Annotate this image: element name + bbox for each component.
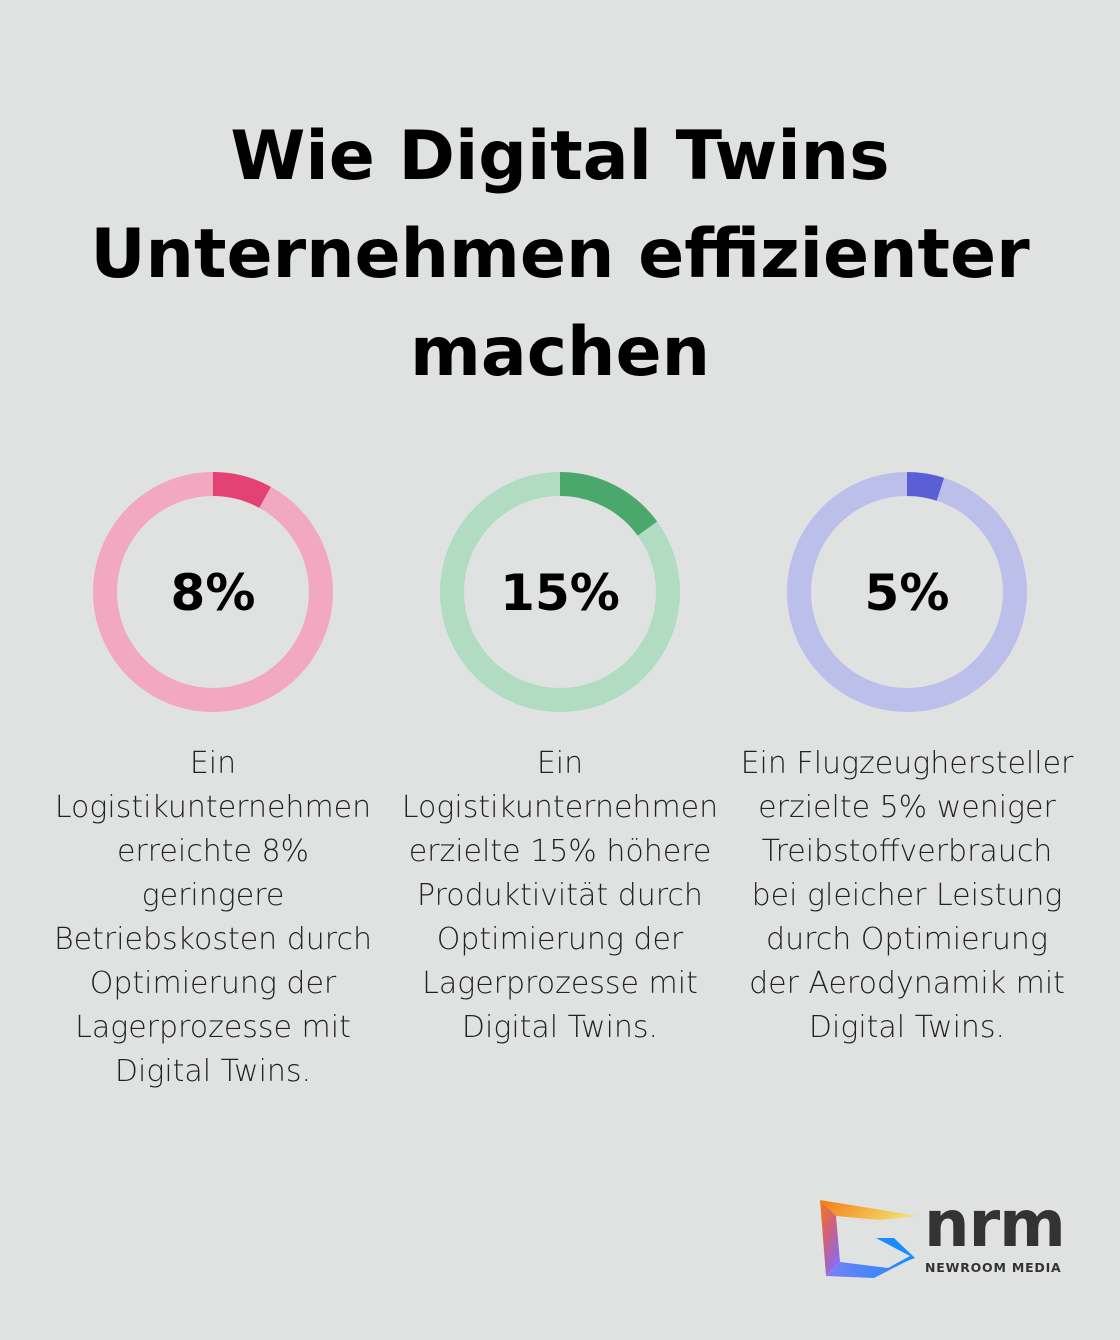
newroom-media-logo: nrm NEWROOM MEDIA (818, 1188, 1068, 1283)
donut-chart-1: 8% (93, 472, 333, 712)
stat-card-2: 15% Ein Logistikunternehmen erzielte 15%… (390, 470, 730, 1050)
stat-card-1: 8% Ein Logistikunternehmen erreichte 8% … (43, 470, 383, 1094)
donut-value-arc (440, 472, 680, 712)
logo-wordmark: nrm (924, 1188, 1066, 1262)
donut-value-label: 8% (171, 564, 256, 622)
stat-description-2: Ein Logistikunternehmen erzielte 15% höh… (401, 746, 719, 1045)
donut-value-arc (787, 472, 1027, 712)
stat-description-1: Ein Logistikunternehmen erreichte 8% ger… (54, 746, 372, 1089)
stat-card-3: 5% Ein Flugzeughersteller erzielte 5% we… (737, 470, 1077, 1050)
donut-value-arc (93, 472, 333, 712)
donut-value-label: 5% (865, 564, 950, 622)
donut-chart-3: 5% (787, 472, 1027, 712)
logo-mark-icon (820, 1200, 918, 1278)
donut-value-label: 15% (500, 564, 620, 622)
stat-description-3: Ein Flugzeughersteller erzielte 5% wenig… (740, 746, 1074, 1045)
logo-name: NEWROOM MEDIA (925, 1260, 1062, 1275)
donut-chart-2: 15% (440, 472, 680, 712)
page-title: Wie Digital Twins Unternehmen effiziente… (90, 117, 1030, 392)
